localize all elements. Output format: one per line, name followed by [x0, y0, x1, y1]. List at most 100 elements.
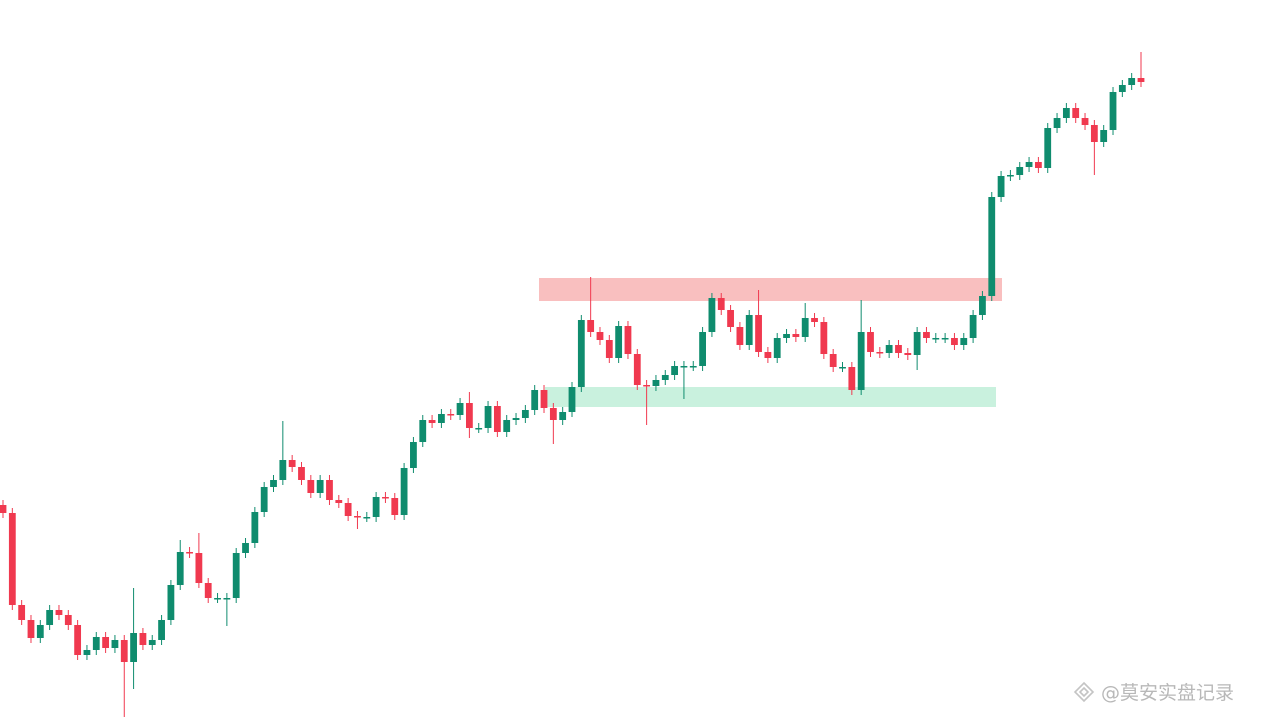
- candle-body: [988, 197, 996, 296]
- candle-body: [372, 497, 380, 517]
- candle-body: [811, 318, 818, 322]
- candle-body: [596, 332, 604, 340]
- candle-body: [493, 406, 501, 432]
- candle-body: [680, 366, 688, 368]
- candle-body: [204, 583, 212, 598]
- candle-body: [279, 460, 287, 480]
- candle-body: [1081, 118, 1089, 125]
- candle-body: [745, 315, 753, 345]
- candle-body: [242, 543, 249, 553]
- candle-body: [36, 625, 44, 638]
- candle-body: [792, 334, 800, 337]
- candle-body: [587, 320, 595, 332]
- candle-body: [83, 650, 91, 655]
- watermark-logo: [1073, 681, 1095, 703]
- candle-body: [624, 326, 632, 354]
- candle-body: [708, 298, 716, 332]
- candle-body: [298, 467, 305, 480]
- candle-body: [130, 633, 137, 662]
- candle-body: [969, 315, 977, 338]
- candle-body: [923, 332, 930, 338]
- candle-body: [531, 390, 539, 410]
- candle-body: [186, 552, 193, 554]
- candle-body: [829, 354, 837, 367]
- candle-body: [167, 585, 175, 620]
- candle-body: [1118, 85, 1126, 92]
- watermark: @莫安实盘记录: [1073, 681, 1234, 704]
- candle-body: [447, 414, 455, 416]
- candle-body: [1137, 78, 1145, 82]
- candles: [0, 52, 1145, 717]
- candle-body: [689, 366, 697, 368]
- candle-body: [148, 640, 156, 645]
- candle-body: [979, 296, 986, 315]
- candle-body: [1034, 162, 1042, 168]
- candle-body: [438, 414, 445, 423]
- candle-body: [428, 420, 436, 423]
- candle-body: [820, 322, 828, 354]
- candle-body: [848, 367, 856, 390]
- candle-body: [363, 517, 371, 519]
- candle-body: [913, 332, 921, 355]
- candle-body: [354, 516, 361, 518]
- candle-body: [400, 468, 408, 515]
- candle-body: [643, 385, 651, 387]
- candle-body: [773, 338, 781, 358]
- candle-body: [270, 480, 277, 487]
- zone: [545, 387, 996, 407]
- candle-body: [885, 345, 893, 353]
- candle-body: [783, 334, 790, 338]
- candle-body: [764, 352, 772, 358]
- candle-body: [410, 442, 417, 468]
- candle-body: [755, 315, 762, 352]
- candle-body: [111, 640, 119, 648]
- candle-body: [577, 320, 585, 387]
- candle-body: [1062, 108, 1070, 118]
- candle-body: [1044, 128, 1052, 168]
- candle-body: [727, 310, 734, 327]
- candle-body: [876, 352, 884, 354]
- candle-body: [652, 380, 660, 386]
- candle-body: [867, 332, 874, 352]
- candle-body: [549, 408, 557, 420]
- candle-body: [158, 620, 165, 640]
- candle-body: [540, 390, 548, 408]
- candle-body: [932, 338, 940, 340]
- candle-body: [64, 615, 72, 625]
- candle-body: [195, 553, 203, 583]
- candle-body: [568, 387, 576, 412]
- candle-body: [941, 338, 949, 340]
- candle-body: [661, 375, 669, 380]
- candle-body: [92, 637, 100, 650]
- candle-body: [521, 410, 529, 418]
- candle-body: [391, 498, 399, 515]
- candle-body: [0, 505, 7, 513]
- candle-body: [857, 332, 865, 390]
- candle-body: [559, 412, 567, 420]
- candle-body: [1109, 92, 1117, 130]
- candle-body: [8, 513, 16, 605]
- candle-body: [1128, 78, 1136, 85]
- candle-body: [176, 552, 184, 585]
- candle-body: [736, 327, 744, 345]
- candle-body: [904, 353, 912, 355]
- candle-body: [615, 326, 623, 358]
- candle-body: [382, 497, 389, 499]
- candle-body: [997, 176, 1005, 197]
- candle-body: [344, 503, 352, 516]
- candle-body: [120, 640, 128, 662]
- zones: [539, 278, 1002, 407]
- candle-body: [74, 625, 82, 655]
- candle-body: [960, 338, 968, 345]
- candle-body: [839, 367, 846, 369]
- candle-body: [801, 318, 809, 337]
- candle-body: [699, 332, 706, 366]
- candle-body: [503, 420, 511, 432]
- candle-body: [288, 460, 296, 467]
- candle-body: [307, 480, 315, 493]
- candle-body: [55, 610, 63, 615]
- candle-body: [484, 406, 492, 428]
- candle-body: [1025, 162, 1033, 167]
